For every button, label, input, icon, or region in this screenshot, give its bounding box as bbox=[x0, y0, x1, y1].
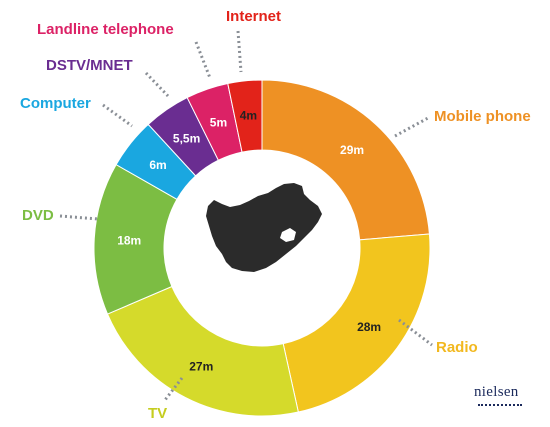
leader-line bbox=[194, 41, 212, 79]
leader-line bbox=[59, 214, 99, 221]
slice-internet bbox=[227, 79, 263, 153]
leader-line bbox=[144, 71, 170, 98]
value-label: 5,5m bbox=[173, 131, 200, 145]
category-label: Internet bbox=[226, 8, 281, 25]
category-label: DVD bbox=[22, 207, 54, 224]
leader-line bbox=[398, 318, 433, 347]
value-label: 4m bbox=[240, 109, 257, 123]
leader-line bbox=[394, 116, 429, 138]
category-label: TV bbox=[148, 405, 167, 422]
value-label: 27m bbox=[189, 359, 213, 373]
south-africa-map-icon bbox=[206, 183, 322, 272]
category-label: Radio bbox=[436, 339, 478, 356]
value-label: 29m bbox=[340, 143, 364, 157]
nielsen-logo: nielsen bbox=[474, 384, 519, 400]
category-label: DSTV/MNET bbox=[46, 57, 133, 74]
value-label: 5m bbox=[210, 115, 227, 129]
slice-radio bbox=[282, 233, 431, 413]
value-label: 6m bbox=[149, 158, 166, 172]
category-label: Computer bbox=[20, 95, 91, 112]
leader-line bbox=[102, 103, 133, 128]
nielsen-logo-dots bbox=[478, 404, 522, 408]
slice-mobile-phone bbox=[261, 79, 430, 241]
leader-line bbox=[236, 30, 243, 73]
slice-tv bbox=[106, 285, 299, 417]
value-label: 28m bbox=[357, 320, 381, 334]
category-label: Landline telephone bbox=[37, 21, 174, 38]
category-label: Mobile phone bbox=[434, 108, 531, 125]
value-label: 18m bbox=[117, 233, 141, 247]
